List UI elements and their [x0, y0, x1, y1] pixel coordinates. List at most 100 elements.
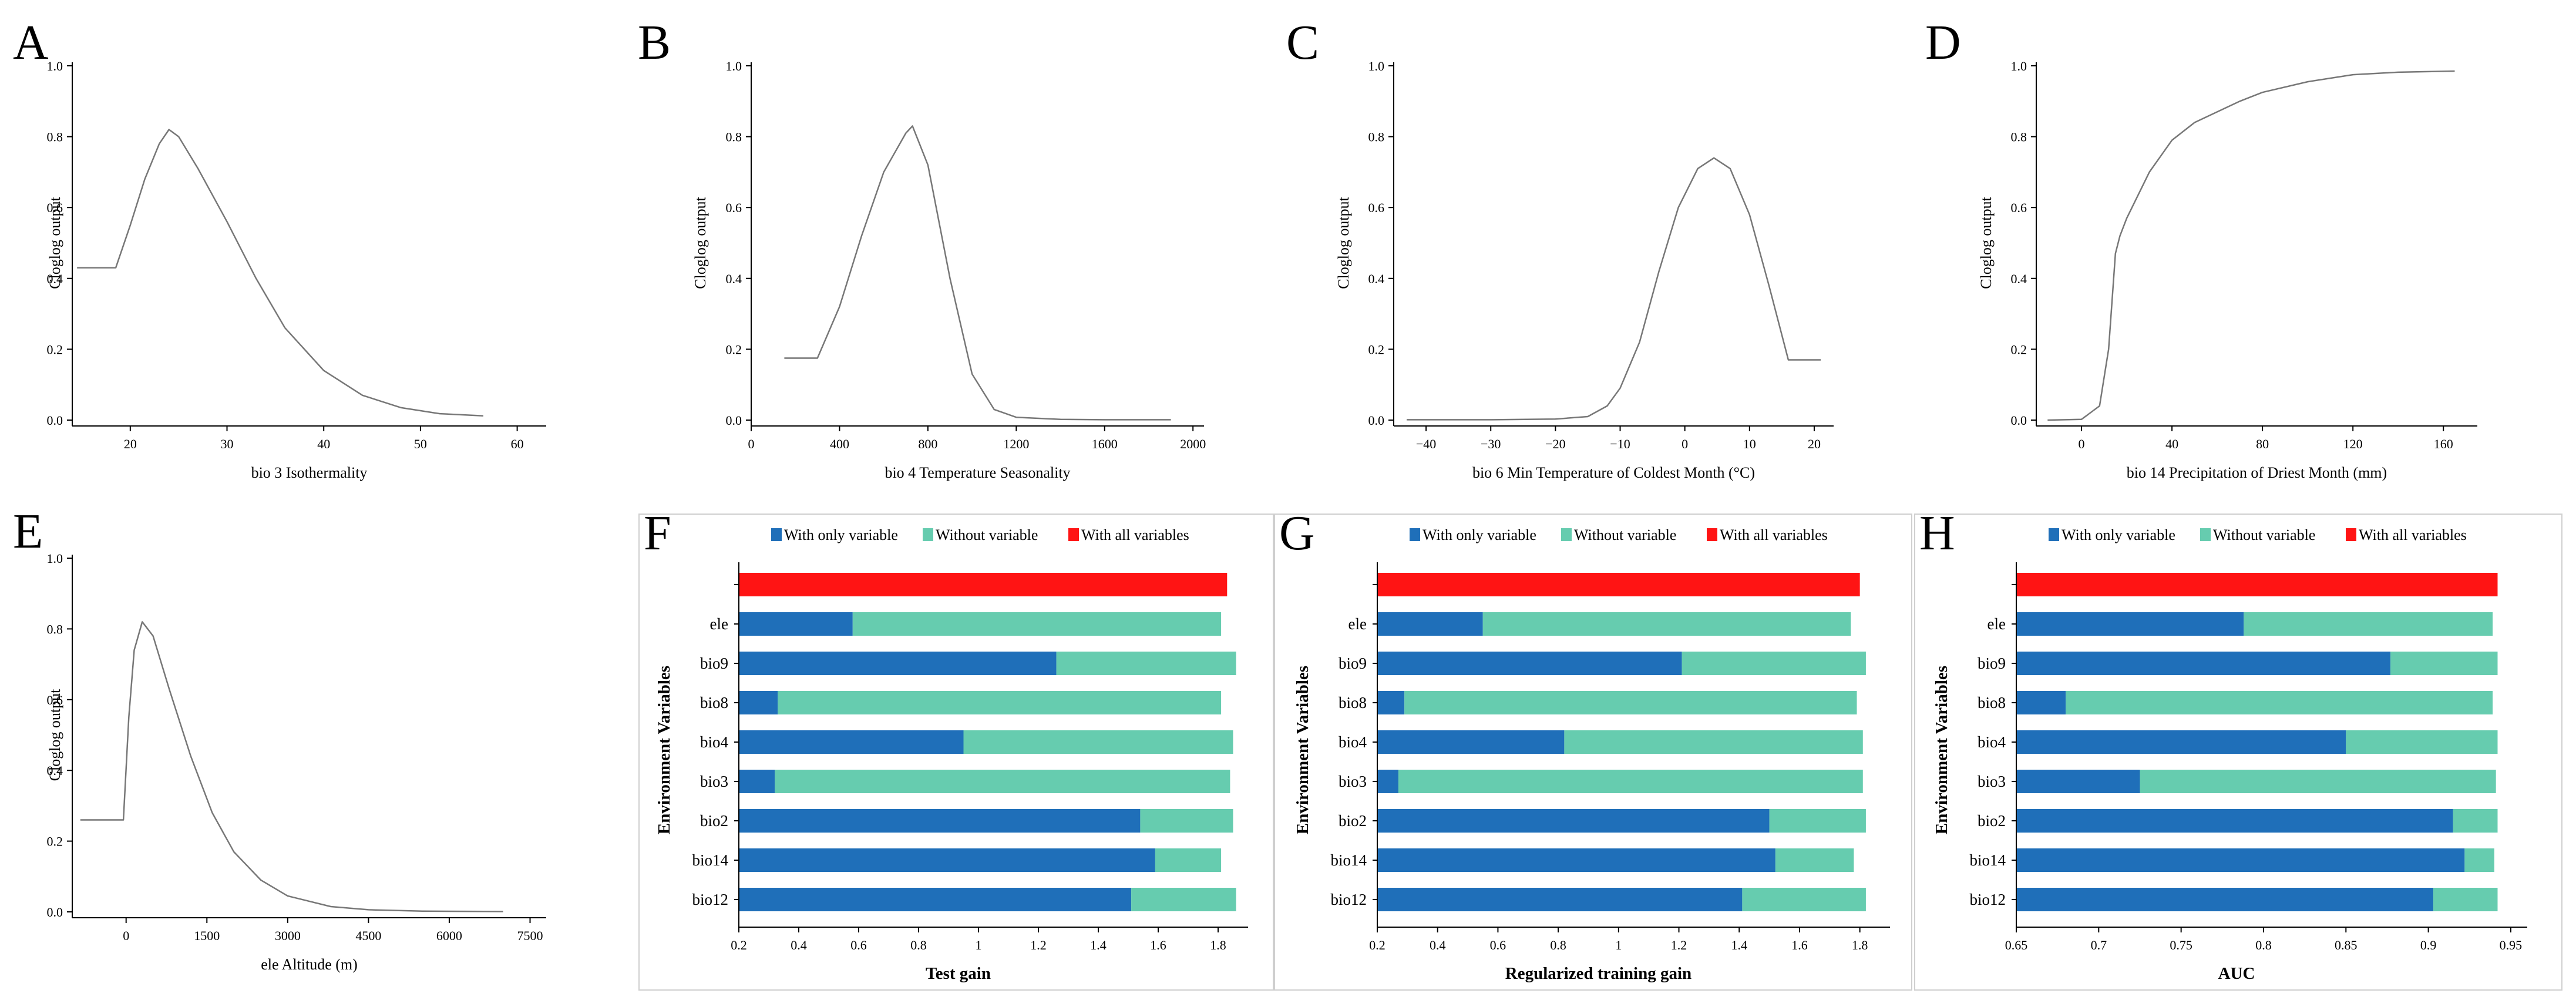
- bar-with-only-bio8: [739, 691, 778, 714]
- category-label: bio3: [700, 773, 728, 790]
- legend-with-only-swatch: [771, 528, 782, 541]
- x-tick-label: 0.65: [2005, 938, 2028, 952]
- x-tick-label: 1: [1615, 938, 1622, 952]
- y-tick-label: 0.2: [47, 342, 63, 357]
- panel-frame: [638, 514, 1274, 991]
- panel-B: B 0.0 0.2 0.4 0.6 0.8 1.0 0 400 800 1200 1600 2000 bi…: [638, 15, 1206, 481]
- category-label: bio4: [1339, 733, 1367, 751]
- y-tick-label: 1.0: [47, 551, 63, 566]
- bar-with-only-bio4: [2016, 730, 2346, 754]
- category-label: ele: [710, 615, 728, 633]
- bar-without-bio4: [1564, 730, 1863, 754]
- x-tick-label: 40: [317, 437, 330, 451]
- category-label: bio14: [692, 851, 728, 869]
- bar-without-bio8: [1404, 691, 1857, 714]
- x-axis-label: bio 3 Isothermality: [251, 464, 368, 481]
- bar-without-bio2: [1769, 809, 1866, 833]
- x-tick-label: 0.75: [2170, 938, 2192, 952]
- x-tick-label: 0: [2079, 437, 2085, 451]
- bar-without-bio3: [2140, 770, 2496, 793]
- bar-with-only-bio14: [1377, 848, 1775, 872]
- x-tick-label: 80: [2256, 437, 2269, 451]
- bar-with-only-bio4: [739, 730, 964, 754]
- bar-all-variables: [1377, 573, 1860, 596]
- category-label: bio2: [1978, 812, 2006, 830]
- panel-letter: F: [644, 506, 671, 561]
- bar-with-only-ele: [2016, 612, 2244, 636]
- x-tick-label: 0.9: [2420, 938, 2437, 952]
- bar-without-ele: [2244, 612, 2493, 636]
- bar-without-bio4: [2346, 730, 2498, 754]
- bar-with-only-bio3: [1377, 770, 1398, 793]
- category-label: ele: [1988, 615, 2006, 633]
- legend-without-swatch: [2200, 528, 2211, 541]
- x-axis-label: bio 14 Precipitation of Driest Month (mm…: [2127, 464, 2387, 481]
- bar-with-only-bio12: [2016, 888, 2434, 911]
- panel-letter: A: [13, 15, 49, 70]
- legend-all-swatch: [2346, 528, 2356, 541]
- panel-E: E 0.0 0.2 0.4 0.6 0.8 1.0 0 1500 3000 4500 6000 7500…: [13, 504, 546, 973]
- panel-D: D 0.0 0.2 0.4 0.6 0.8 1.0 0 40 80 120 160 bio 14 Pre…: [1925, 15, 2477, 481]
- y-tick-label: 1.0: [1368, 59, 1385, 73]
- x-axis-label: bio 4 Temperature Seasonality: [885, 464, 1070, 481]
- x-tick-label: 4500: [355, 928, 381, 943]
- bar-without-bio2: [2453, 809, 2498, 833]
- x-tick-label: 1.6: [1791, 938, 1808, 952]
- y-tick-label: 0.8: [47, 130, 63, 145]
- y-tick-label: 0.0: [2011, 413, 2027, 428]
- panel-letter: G: [1279, 506, 1315, 561]
- bar-with-only-ele: [1377, 612, 1483, 636]
- x-tick-label: 10: [1743, 437, 1756, 451]
- bar-without-bio8: [2066, 691, 2493, 714]
- y-tick-label: 1.0: [47, 59, 63, 73]
- category-label: bio12: [1969, 891, 2006, 908]
- category-label: bio8: [1978, 694, 2006, 712]
- bar-with-only-bio12: [739, 888, 1132, 911]
- legend-all: With all variables: [1720, 526, 1828, 543]
- x-tick-label: 400: [830, 437, 849, 451]
- panel-A: A 0.0 0.2 0.4 0.6 0.8 1.0 20 30 40 50 60 bio 3 Isoth…: [13, 15, 546, 481]
- y-tick-label: 0.4: [726, 271, 742, 286]
- x-tick-label: 1.8: [1210, 938, 1226, 952]
- bar-without-ele: [1482, 612, 1851, 636]
- x-tick-label: 0.6: [850, 938, 867, 952]
- category-label: bio3: [1978, 773, 2006, 790]
- category-label: bio3: [1339, 773, 1367, 790]
- legend-all: With all variables: [1081, 526, 1189, 543]
- panel-frame: [1914, 514, 2562, 991]
- bar-without-bio12: [1131, 888, 1236, 911]
- y-tick-label: 0.0: [47, 413, 63, 428]
- bar-without-bio9: [1056, 652, 1236, 675]
- bar-with-only-ele: [739, 612, 853, 636]
- x-axis-title: Test gain: [926, 964, 991, 983]
- x-tick-label: 800: [918, 437, 937, 451]
- y-axis-label: Cloglog output: [46, 689, 63, 781]
- bar-without-bio9: [2390, 652, 2498, 675]
- y-axis-label: Cloglog output: [1978, 196, 1995, 289]
- bar-without-bio14: [1775, 848, 1854, 872]
- x-tick-label: 1.2: [1030, 938, 1047, 952]
- x-tick-label: 30: [221, 437, 234, 451]
- category-label: bio2: [700, 812, 728, 830]
- x-tick-label: 0: [1682, 437, 1688, 451]
- x-tick-label: 0.95: [2500, 938, 2523, 952]
- bar-without-bio3: [1398, 770, 1863, 793]
- bar-with-only-bio9: [1377, 652, 1682, 675]
- y-tick-label: 0.4: [47, 763, 63, 778]
- x-tick-label: 1.4: [1731, 938, 1747, 952]
- bar-without-bio14: [1155, 848, 1222, 872]
- bar-all-variables: [739, 573, 1228, 596]
- x-axis-label: bio 6 Min Temperature of Coldest Month (…: [1472, 464, 1755, 481]
- bar-with-only-bio14: [739, 848, 1155, 872]
- response-curve: [1407, 157, 1821, 421]
- y-tick-label: 0.4: [47, 271, 63, 286]
- x-tick-label: 0.4: [1430, 938, 1446, 952]
- x-axis-title: Regularized training gain: [1505, 964, 1691, 983]
- legend-all: With all variables: [2359, 526, 2467, 543]
- x-tick-label: 0.8: [1550, 938, 1566, 952]
- y-axis-title: Environment Variables: [1293, 666, 1312, 834]
- panel-letter: C: [1286, 15, 1319, 70]
- y-tick-label: 0.2: [2011, 342, 2027, 357]
- x-tick-label: 7500: [517, 928, 543, 943]
